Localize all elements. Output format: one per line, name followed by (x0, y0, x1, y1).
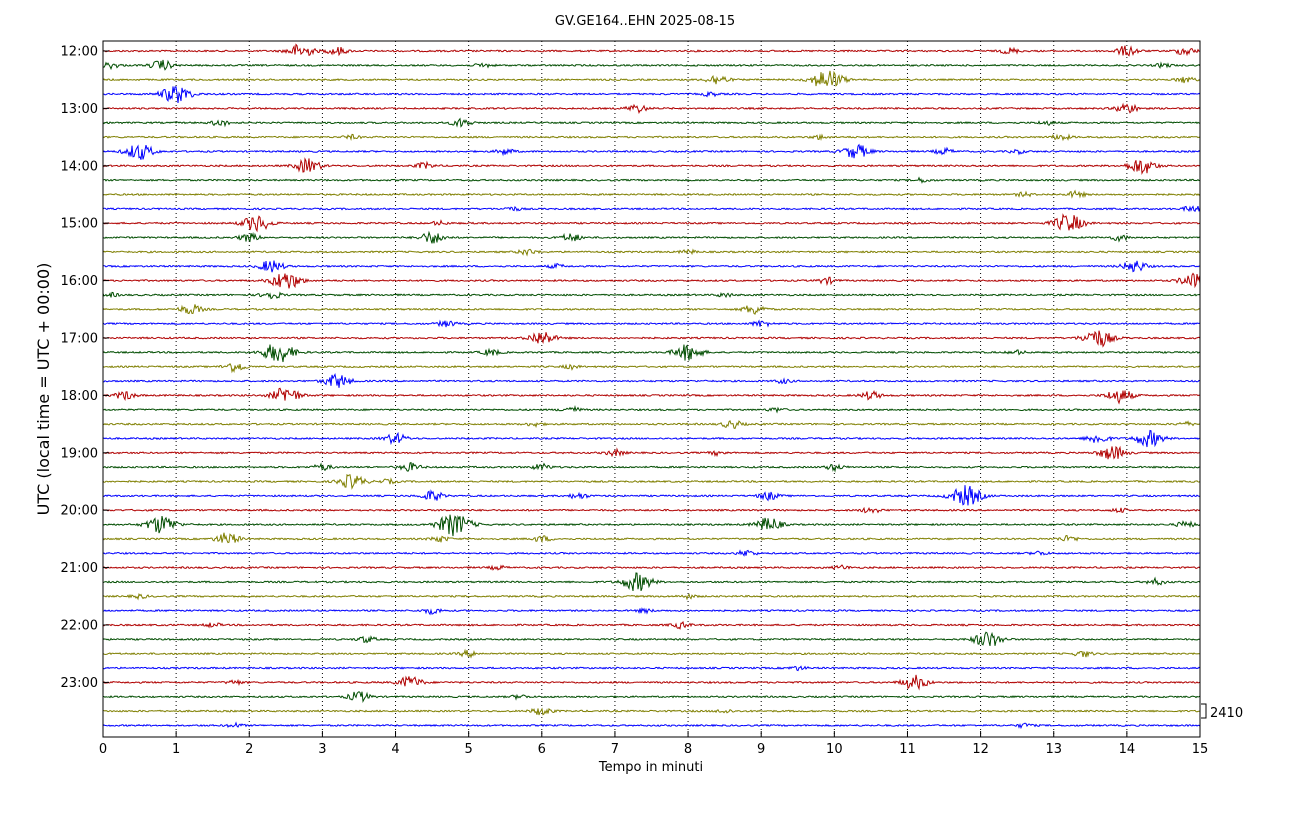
y-tick-label: 23:00 (61, 676, 98, 691)
trace-row-42 (102, 648, 1200, 659)
trace-row-25 (102, 404, 1201, 414)
plot-frame (102, 40, 1201, 738)
trace-row-21 (102, 344, 1201, 363)
trace-row-29 (102, 461, 1201, 473)
y-tick-label: 14:00 (61, 159, 98, 174)
x-tick-label: 15 (1192, 742, 1209, 757)
chart-title: GV.GE164..EHN 2025-08-15 (555, 14, 735, 29)
trace-row-38 (102, 592, 1201, 601)
trace-row-39 (103, 607, 1201, 616)
seismic-traces (102, 43, 1201, 730)
y-tick-label: 16:00 (61, 274, 98, 289)
trace-row-34 (102, 532, 1201, 544)
y-axis-label: UTC (local time = UTC + 00:00) (34, 263, 53, 516)
trace-row-2 (102, 70, 1201, 87)
x-axis-ticks: 0 1 2 3 4 5 6 7 8 9 10 11 12 13 14 15 (99, 731, 1208, 757)
y-tick-label: 21:00 (61, 561, 98, 576)
trace-row-31 (102, 485, 1201, 506)
trace-row-35 (102, 549, 1200, 557)
x-tick-label: 4 (391, 742, 399, 757)
x-tick-label: 14 (1119, 742, 1136, 757)
trace-row-44 (102, 674, 1201, 691)
trace-row-17 (102, 291, 1201, 300)
trace-row-37 (102, 572, 1201, 591)
x-tick-label: 0 (99, 742, 107, 757)
x-tick-label: 5 (465, 742, 473, 757)
trace-row-27 (102, 429, 1201, 448)
y-tick-label: 19:00 (61, 446, 98, 461)
trace-row-14 (102, 248, 1201, 257)
y-tick-label: 20:00 (61, 504, 98, 519)
trace-row-43 (102, 665, 1201, 672)
trace-row-13 (102, 230, 1201, 244)
trace-row-16 (102, 272, 1201, 289)
trace-row-41 (102, 631, 1201, 647)
trace-row-22 (102, 362, 1201, 374)
x-axis-label: Tempo in minuti (598, 760, 703, 775)
trace-row-5 (102, 117, 1201, 128)
x-tick-label: 10 (826, 742, 843, 757)
y-tick-label: 13:00 (61, 102, 98, 117)
trace-row-1 (102, 59, 1201, 71)
trace-row-0 (102, 43, 1201, 57)
trace-row-9 (102, 176, 1201, 184)
scale-bar: 2410 (1201, 703, 1243, 721)
trace-row-46 (103, 707, 1201, 716)
y-axis-ticks: 12:00 13:00 14:00 15:00 16:00 17:00 18:00 19:00… (61, 45, 109, 691)
trace-row-24 (102, 387, 1201, 405)
trace-row-3 (102, 86, 1201, 103)
trace-row-8 (102, 157, 1201, 176)
x-tick-label: 3 (318, 742, 326, 757)
y-tick-label: 17:00 (61, 332, 98, 347)
trace-row-20 (102, 330, 1201, 348)
trace-row-26 (102, 420, 1201, 430)
x-tick-label: 13 (1045, 742, 1062, 757)
trace-row-23 (102, 373, 1201, 388)
trace-row-4 (102, 102, 1201, 115)
trace-row-33 (102, 514, 1201, 537)
trace-row-12 (102, 213, 1201, 233)
trace-row-45 (102, 691, 1201, 703)
trace-row-7 (102, 143, 1201, 160)
y-tick-label: 22:00 (61, 619, 98, 634)
trace-row-11 (102, 205, 1201, 212)
trace-row-10 (102, 189, 1201, 199)
trace-row-30 (102, 473, 1201, 490)
trace-row-32 (102, 506, 1201, 514)
x-tick-label: 12 (972, 742, 989, 757)
y-tick-label: 12:00 (61, 45, 98, 60)
trace-row-15 (102, 260, 1201, 273)
x-tick-label: 7 (611, 742, 619, 757)
x-tick-label: 6 (538, 742, 546, 757)
trace-row-6 (102, 133, 1201, 142)
trace-row-19 (102, 319, 1201, 328)
y-tick-label: 18:00 (61, 389, 98, 404)
trace-row-28 (102, 445, 1200, 460)
trace-row-40 (102, 620, 1200, 630)
trace-row-18 (102, 304, 1201, 315)
trace-row-47 (102, 721, 1201, 730)
y-tick-label: 15:00 (61, 217, 98, 232)
x-tick-label: 2 (245, 742, 253, 757)
grid-lines (175, 41, 1128, 737)
x-tick-label: 11 (899, 742, 916, 757)
x-tick-label: 8 (684, 742, 692, 757)
x-tick-label: 1 (172, 742, 180, 757)
x-tick-label: 9 (757, 742, 765, 757)
trace-row-36 (102, 564, 1201, 571)
scale-label: 2410 (1210, 706, 1243, 721)
